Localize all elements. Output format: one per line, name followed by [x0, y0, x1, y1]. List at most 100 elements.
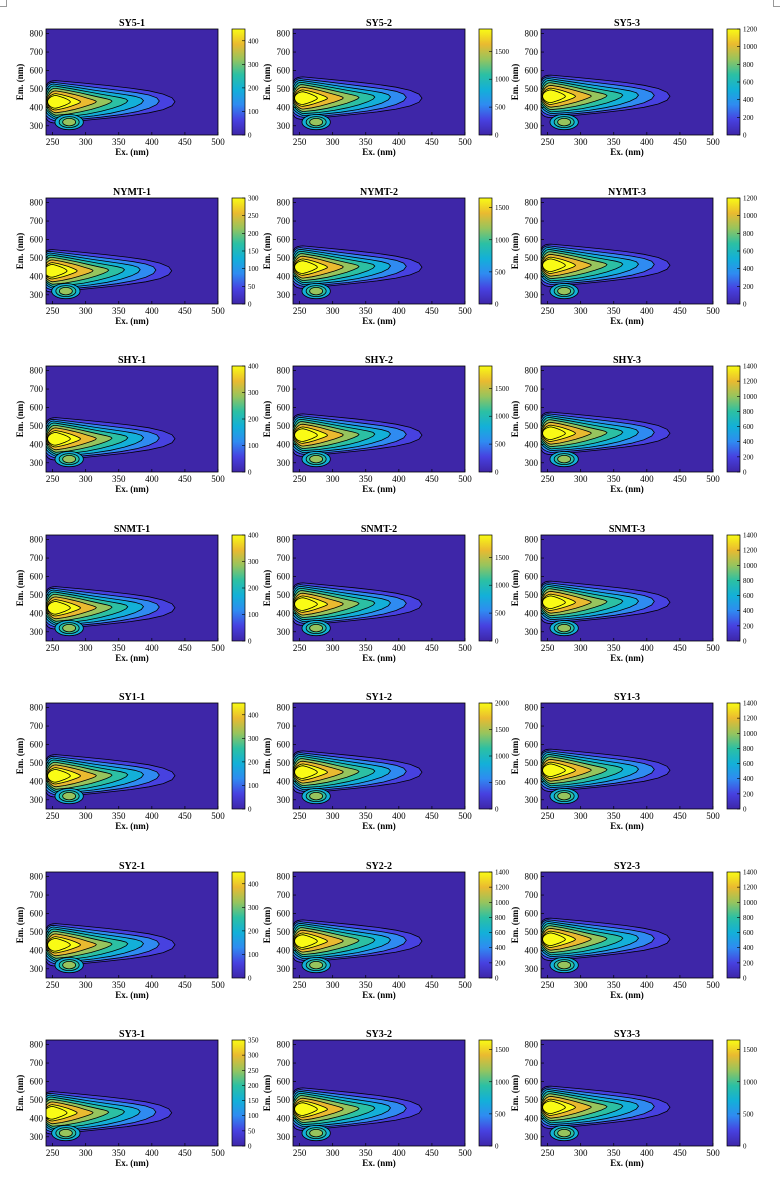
x-tick-label: 250 [541, 306, 555, 316]
colorbar-tick-label: 800 [743, 577, 754, 585]
x-tick-label: 250 [46, 643, 60, 653]
y-tick-label: 400 [30, 439, 44, 449]
plot-frame [45, 197, 219, 305]
panel-title: SY3-2 [366, 1029, 392, 1040]
y-tick-label: 600 [30, 739, 44, 749]
colorbar-tick-label: 250 [248, 1067, 259, 1075]
x-axis-label: Ex. (nm) [610, 147, 644, 157]
y-tick-label: 800 [30, 198, 44, 208]
colorbar-tick-label: 400 [248, 37, 259, 45]
x-tick-label: 250 [293, 811, 307, 821]
colorbar-tick-label: 600 [743, 79, 754, 87]
x-tick-label: 450 [425, 137, 439, 147]
y-tick-label: 400 [525, 439, 539, 449]
y-tick-label: 300 [525, 627, 539, 637]
contour-level-8 [294, 934, 318, 948]
x-tick-label: 400 [145, 306, 159, 316]
y-tick-label: 500 [525, 1095, 539, 1105]
x-tick-label: 400 [145, 643, 159, 653]
panel-title: SNMT-2 [361, 524, 397, 535]
x-tick-label: 450 [425, 980, 439, 990]
colorbar-tick-label: 1500 [495, 554, 510, 562]
x-axis-label: Ex. (nm) [362, 653, 396, 663]
y-tick-label: 500 [525, 927, 539, 937]
contour-fills [293, 1087, 423, 1142]
x-axis-label: Ex. (nm) [115, 484, 149, 494]
y-tick-label: 500 [277, 253, 291, 263]
y-tick-label: 800 [277, 29, 291, 39]
y-tick-label: 700 [525, 47, 539, 57]
colorbar-tick-label: 600 [495, 929, 506, 937]
contour-level-8 [294, 1102, 318, 1116]
colorbar-tick-label: 1000 [743, 899, 758, 907]
x-tick-label: 300 [574, 1148, 588, 1158]
x-tick-label: 250 [293, 306, 307, 316]
contour-level-8 [47, 94, 71, 109]
colorbar-tick-label: 400 [743, 265, 754, 273]
colorbar-tick-label: 500 [743, 1110, 754, 1118]
colorbar-tick-label: 0 [248, 975, 252, 983]
y-tick-label: 700 [30, 1058, 44, 1068]
x-tick-label: 500 [706, 1148, 720, 1158]
x-tick-label: 250 [46, 1148, 60, 1158]
colorbar-tick-label: 400 [743, 944, 754, 952]
x-tick-label: 300 [574, 643, 588, 653]
plot-frame [292, 871, 466, 979]
panel-title: SY3-3 [614, 1029, 640, 1040]
colorbar-tick-label: 400 [743, 775, 754, 783]
secondary-peak-contour [309, 286, 324, 296]
y-tick-label: 500 [525, 253, 539, 263]
y-tick-label: 400 [30, 271, 44, 281]
colorbar-tick-label: 50 [248, 283, 256, 291]
colorbar [726, 702, 741, 810]
y-tick-label: 700 [525, 384, 539, 394]
x-tick-label: 500 [458, 306, 472, 316]
colorbar-tick-label: 400 [743, 607, 754, 615]
x-tick-label: 350 [607, 137, 621, 147]
x-tick-label: 250 [541, 474, 555, 484]
x-tick-label: 450 [673, 1148, 687, 1158]
y-tick-label: 500 [277, 84, 291, 94]
y-tick-label: 800 [525, 366, 539, 376]
panel-title: SY2-2 [366, 861, 392, 872]
colorbar [478, 28, 493, 136]
colorbar-tick-label: 50 [248, 1127, 256, 1135]
y-tick-label: 500 [30, 927, 44, 937]
plot-frame [540, 197, 714, 305]
plot-frame [540, 1039, 714, 1147]
y-tick-label: 700 [30, 216, 44, 226]
x-tick-label: 350 [359, 811, 373, 821]
colorbar-tick-label: 300 [248, 389, 259, 397]
y-tick-label: 400 [277, 776, 291, 786]
x-tick-label: 350 [359, 137, 373, 147]
x-tick-label: 450 [178, 474, 192, 484]
y-tick-label: 700 [525, 553, 539, 563]
colorbar-tick-label: 1400 [743, 869, 758, 877]
contour-level-8 [294, 765, 318, 779]
secondary-peak-contour [62, 960, 77, 970]
colorbar-tick-label: 1000 [743, 43, 758, 51]
colorbar-tick-label: 150 [248, 1097, 259, 1105]
y-tick-label: 700 [30, 721, 44, 731]
y-tick-label: 400 [525, 945, 539, 955]
y-tick-label: 600 [277, 739, 291, 749]
y-axis-label: Em. (nm) [15, 401, 25, 438]
x-axis-label: Ex. (nm) [362, 484, 396, 494]
colorbar-tick-label: 1000 [495, 899, 510, 907]
x-tick-label: 350 [359, 643, 373, 653]
colorbar [478, 534, 493, 642]
y-tick-label: 700 [525, 216, 539, 226]
y-tick-label: 800 [525, 1040, 539, 1050]
x-tick-label: 250 [541, 643, 555, 653]
y-tick-label: 600 [277, 1076, 291, 1086]
colorbar-tick-label: 1500 [495, 1046, 510, 1054]
colorbar [478, 1039, 493, 1147]
x-tick-label: 350 [607, 306, 621, 316]
x-tick-label: 300 [79, 137, 93, 147]
panel-title: SY1-3 [614, 692, 640, 703]
colorbar-tick-label: 200 [248, 758, 259, 766]
